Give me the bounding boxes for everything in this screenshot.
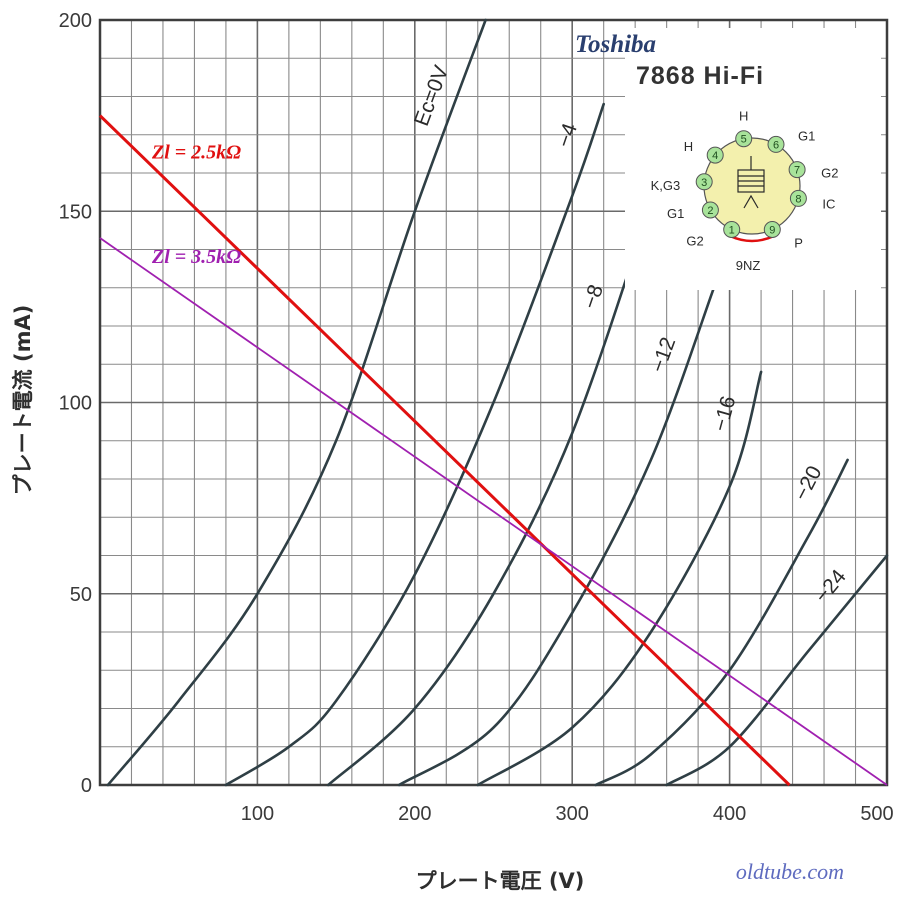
load-line-1 — [99, 237, 888, 786]
plot-frame — [98, 18, 889, 787]
base-pins: 1 G2 2 G1 3 K,G3 4 H 5 H 6 G1 7 G2 8 IC 9 P — [651, 109, 839, 251]
x-tick-label: 200 — [398, 803, 431, 825]
load-line-0 — [98, 114, 791, 787]
base-pin-number: 3 — [701, 177, 707, 189]
load-line-label-1: Zl = 3.5kΩ — [151, 246, 241, 268]
y-tick-label: 200 — [59, 10, 92, 32]
plate-curve-0 — [106, 18, 487, 787]
x-tick-label: 100 — [241, 803, 274, 825]
load-lines: Zl = 2.5kΩ Zl = 3.5kΩ — [98, 114, 888, 787]
base-pin — [789, 189, 807, 207]
title-block: Toshiba 7868 Hi-Fi 1 G2 2 G1 3 K,G3 4 H 5 H 6 G1 7 G2… — [575, 28, 881, 290]
y-axis-title: プレート電流 (mA) — [11, 305, 35, 496]
tube-base-diagram: 1 G2 2 G1 3 K,G3 4 H 5 H 6 G1 7 G2 8 IC 9 P 9NZ — [651, 109, 839, 273]
plate-curves — [106, 18, 889, 787]
base-pin-name: IC — [822, 196, 835, 211]
y-tick-label: 50 — [70, 584, 92, 606]
base-pin — [706, 146, 724, 164]
base-pin-name: G2 — [686, 234, 703, 249]
base-pin — [723, 221, 741, 238]
base-pin-number: 8 — [795, 193, 801, 205]
base-pin-name: H — [684, 139, 693, 154]
base-pin — [695, 173, 713, 191]
y-tick-label: 150 — [59, 201, 92, 223]
base-pin — [763, 221, 781, 238]
brand-logo: Toshiba — [575, 31, 656, 58]
base-pin-number: 4 — [712, 150, 718, 162]
base-pin-number: 7 — [794, 165, 800, 177]
x-axis-title: プレート電圧 (V) — [416, 869, 585, 893]
base-pin-name: G1 — [798, 128, 815, 143]
credit-watermark: oldtube.com — [736, 859, 844, 884]
y-tick-label: 0 — [81, 775, 92, 797]
y-tick-labels: 0 50 100 150 200 — [59, 10, 92, 797]
base-pin-number: 1 — [729, 225, 735, 237]
plate-curve-3 — [397, 286, 716, 787]
plate-curve-2 — [326, 202, 653, 787]
tube-model-title: 7868 Hi-Fi — [636, 62, 764, 90]
plate-curve-5 — [594, 458, 849, 787]
x-tick-label: 400 — [713, 803, 746, 825]
base-pin-number: 2 — [707, 205, 713, 217]
base-pin-name: H — [739, 109, 748, 124]
base-pin-name: K,G3 — [651, 178, 681, 193]
base-pin-number: 5 — [741, 134, 747, 146]
x-tick-label: 300 — [556, 803, 589, 825]
base-pin-name: P — [794, 236, 803, 251]
base-pin-name: G2 — [821, 166, 838, 181]
load-line-label-0: Zl = 2.5kΩ — [151, 142, 241, 164]
base-code: 9NZ — [736, 258, 761, 273]
electrode-symbol — [737, 156, 765, 209]
y-tick-label: 100 — [59, 393, 92, 415]
plate-curve-4 — [476, 370, 763, 787]
base-pin-name: G1 — [667, 206, 684, 221]
base-pin — [767, 135, 785, 153]
plate-curve-6 — [665, 554, 889, 787]
plate-curve-1 — [224, 102, 605, 787]
base-pin-number: 6 — [773, 139, 779, 151]
x-tick-label: 500 — [860, 803, 893, 825]
x-tick-labels: 100 200 300 400 500 — [241, 803, 894, 825]
base-pin — [701, 201, 719, 219]
base-pin-number: 9 — [769, 225, 775, 237]
base-pin — [735, 130, 753, 148]
base-pin — [788, 161, 806, 179]
